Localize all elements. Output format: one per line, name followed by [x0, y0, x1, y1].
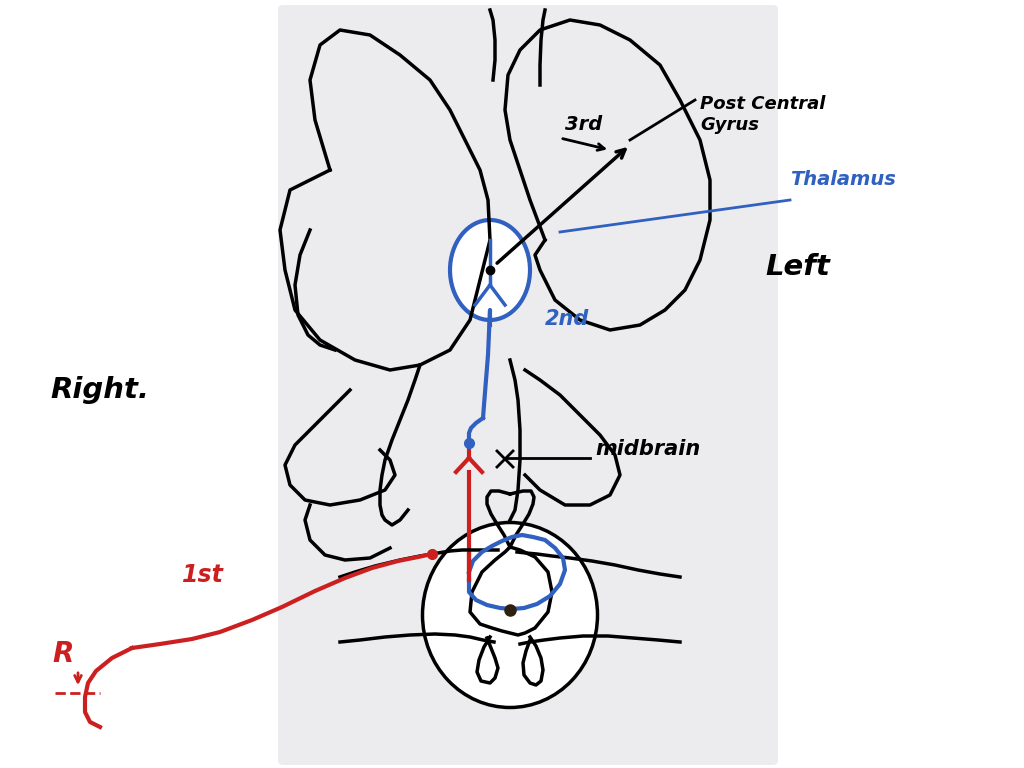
Text: Thalamus: Thalamus [790, 170, 896, 189]
FancyBboxPatch shape [278, 5, 778, 505]
Text: 2nd: 2nd [545, 309, 590, 329]
Text: Left: Left [765, 253, 829, 281]
Ellipse shape [423, 522, 597, 707]
Ellipse shape [450, 220, 530, 320]
Text: 3rd: 3rd [565, 115, 602, 134]
Text: Post Central
Gyrus: Post Central Gyrus [700, 95, 825, 134]
Text: midbrain: midbrain [595, 439, 700, 459]
FancyBboxPatch shape [278, 485, 778, 765]
Text: Right.: Right. [50, 376, 150, 404]
Text: R: R [52, 640, 74, 668]
Text: 1st: 1st [182, 563, 224, 587]
